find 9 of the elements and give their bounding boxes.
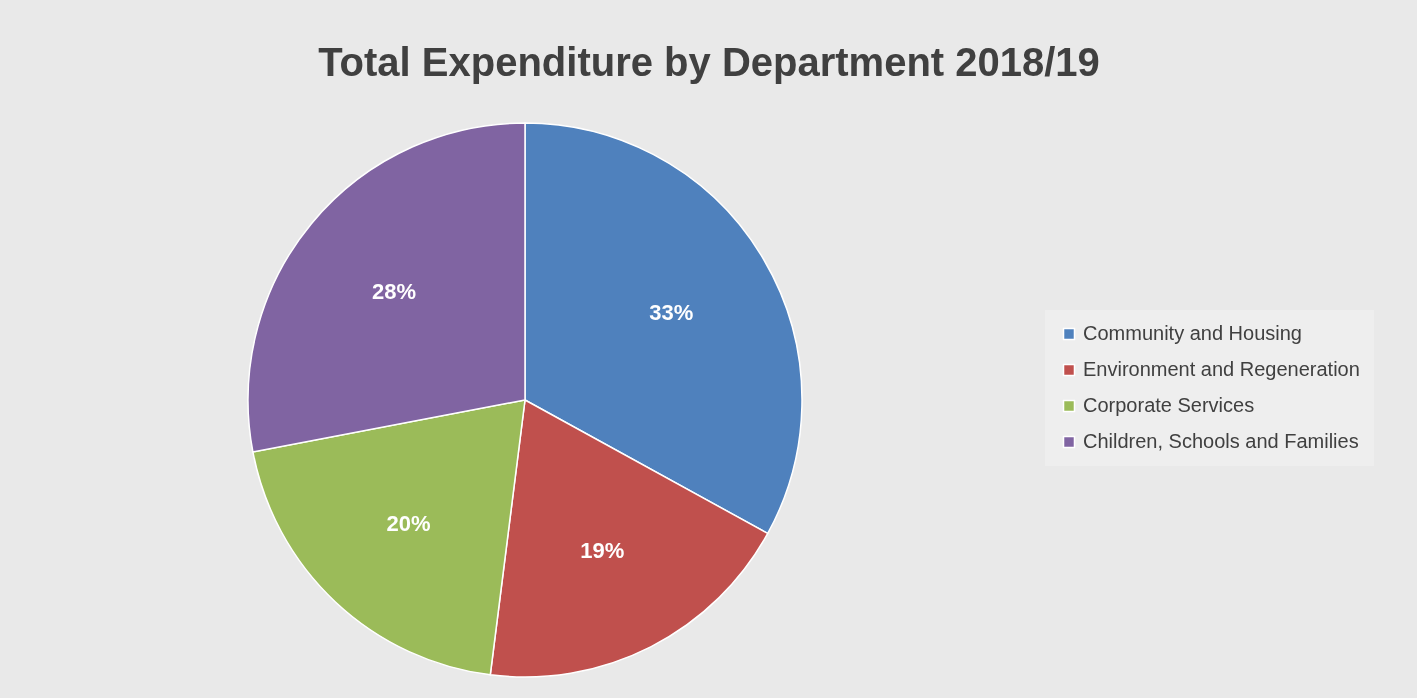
legend-label: Corporate Services: [1083, 394, 1255, 416]
legend-label: Community and Housing: [1083, 322, 1302, 344]
data-label: 28%: [371, 278, 417, 304]
legend-label: Children, Schools and Families: [1083, 430, 1359, 452]
data-label: 33%: [649, 300, 694, 326]
chart-title: Total Expenditure by Department 2018/19: [318, 40, 1100, 84]
legend-label: Environment and Regeneration: [1083, 358, 1360, 380]
data-label: 19%: [580, 538, 625, 564]
data-label: 20%: [386, 510, 431, 536]
